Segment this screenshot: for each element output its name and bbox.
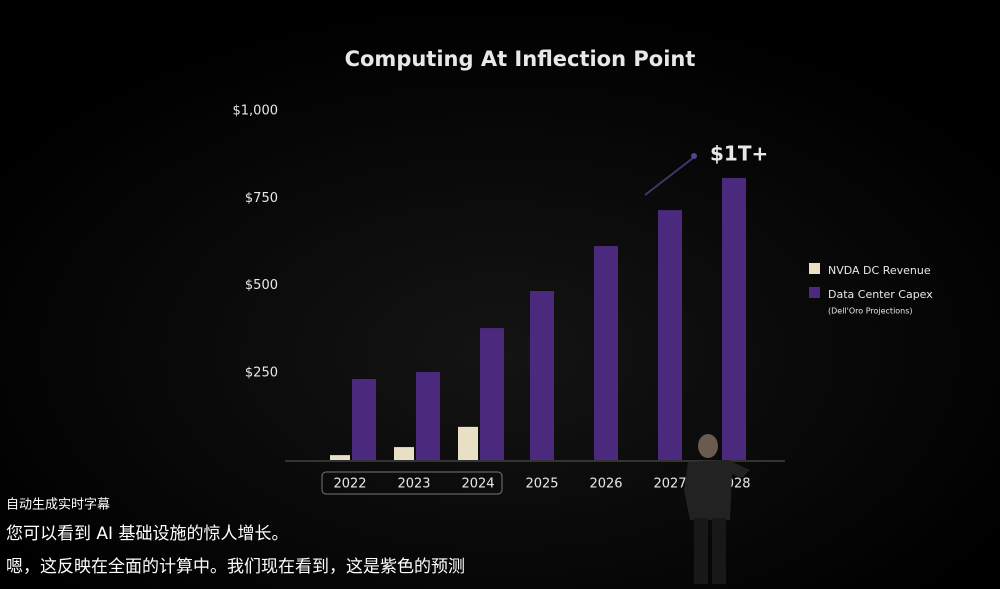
legend-label: NVDA DC Revenue (828, 264, 931, 277)
y-tick-label: $500 (245, 278, 278, 293)
legend-label: Data Center Capex (828, 288, 933, 301)
bar (458, 426, 478, 460)
y-tick-label: $250 (245, 365, 278, 380)
annotation-dot (691, 153, 697, 159)
speaker (684, 434, 750, 584)
bar (658, 210, 682, 460)
legend-swatch (809, 287, 820, 298)
legend-note: (Dell'Oro Projections) (828, 307, 913, 316)
chart-title: Computing At Inflection Point (345, 47, 696, 71)
caption-line: 您可以看到 AI 基础设施的惊人增长。 (6, 524, 288, 544)
bar (416, 372, 440, 460)
bar (330, 455, 350, 460)
x-tick-label: 2026 (589, 477, 622, 492)
x-tick-label: 2024 (461, 477, 494, 492)
caption-line: 嗯，这反映在全面的计算中。我们现在看到，这是紫色的预测 (6, 557, 465, 577)
bar (352, 379, 376, 460)
annotation: $1T+ (710, 142, 768, 166)
plot: $250 $500 $750 $1,000 2022 2023 2024 2025 2026 20… (233, 104, 934, 492)
x-tick-label: 2022 (333, 477, 366, 492)
bar (594, 246, 618, 460)
bar (480, 328, 504, 460)
caption-label: 自动生成实时字幕 (6, 498, 110, 513)
legend-swatch (809, 263, 820, 274)
x-tick-label: 2027 (653, 477, 686, 492)
bar (530, 291, 554, 460)
y-tick-label: $1,000 (233, 104, 279, 119)
bar (722, 178, 746, 460)
bar (394, 447, 414, 460)
y-tick-label: $750 (245, 191, 278, 206)
annotation-arrow (644, 157, 694, 196)
x-tick-label: 2025 (525, 477, 558, 492)
category-highlight (321, 471, 503, 495)
x-tick-label: 2023 (397, 477, 430, 492)
